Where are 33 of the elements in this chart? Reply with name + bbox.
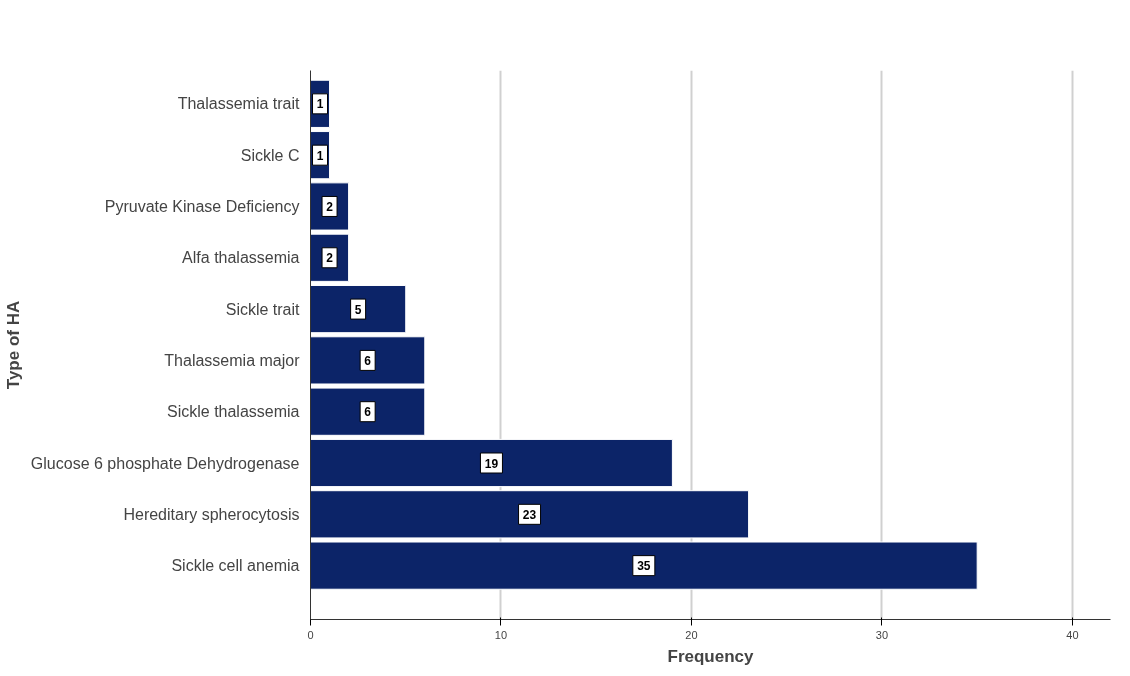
y-tick-label: Glucose 6 phosphate Dehydrogenase	[30, 454, 300, 472]
data-label: 1	[316, 97, 324, 112]
bar	[310, 541, 978, 590]
y-axis-title: Type of HA	[3, 300, 23, 390]
y-tick-label: Thalassemia major	[164, 351, 301, 369]
bar	[310, 284, 407, 334]
y-tick-label: Alfa thalassemia	[182, 249, 300, 267]
y-tick-label: Pyruvate Kinase Deficiency	[104, 197, 300, 215]
data-label: 2	[326, 251, 334, 266]
data-label: 6	[364, 353, 372, 368]
data-label: 35	[637, 559, 651, 574]
y-tick-label: Sickle thalassemia	[167, 403, 300, 421]
y-tick-label: Sickle cell anemia	[171, 557, 300, 575]
data-label: 5	[354, 302, 362, 317]
x-tick-label: 10	[494, 628, 508, 641]
x-axis-title: Frequency	[667, 646, 755, 666]
data-label: 1	[316, 148, 324, 163]
bar	[310, 438, 673, 488]
x-tick-label: 20	[685, 628, 698, 641]
y-tick-label: Hereditary spherocytosis	[123, 505, 300, 523]
bar	[310, 387, 426, 436]
x-tick-label: 30	[875, 628, 889, 641]
data-label: 19	[484, 456, 499, 471]
y-tick-label: Thalassemia trait	[177, 95, 301, 113]
bar	[310, 336, 426, 385]
x-tick-label: 0	[307, 628, 314, 641]
data-label: 2	[326, 199, 334, 214]
y-tick-label: Sickle trait	[225, 300, 301, 318]
data-label: 23	[522, 507, 537, 522]
y-tick-label: Sickle C	[240, 146, 300, 164]
bar	[310, 490, 750, 539]
data-label: 6	[364, 405, 372, 420]
x-tick-label: 40	[1066, 628, 1079, 641]
